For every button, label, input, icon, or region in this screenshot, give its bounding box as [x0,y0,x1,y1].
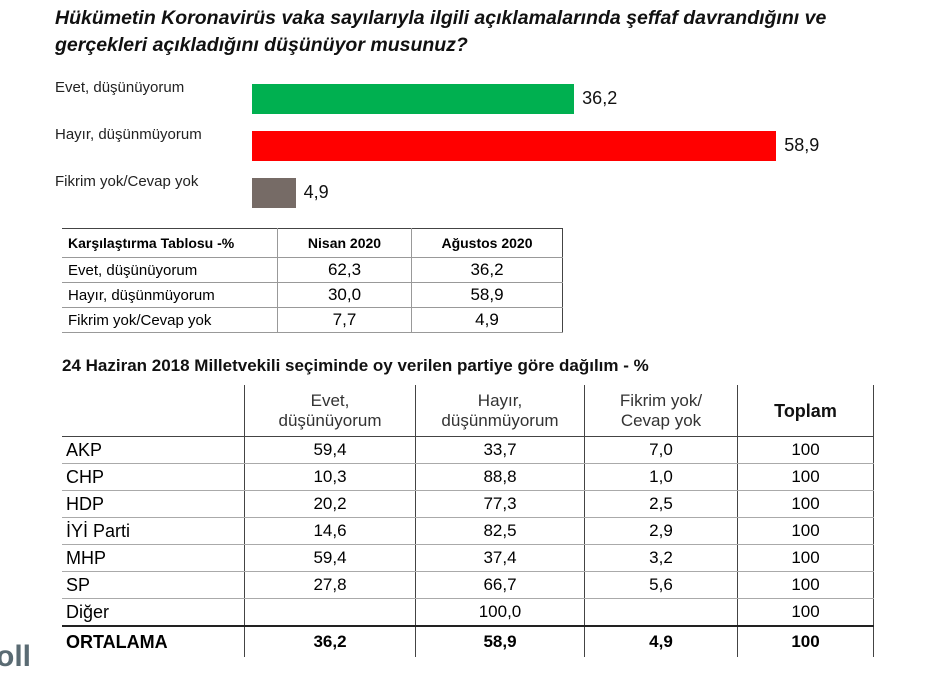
category-label: Fikrim yok/Cevap yok [55,173,199,190]
cell: 100,0 [415,598,585,627]
party-table: Evet, düşünüyorum Hayır, düşünmüyorum Fikr… [62,385,874,657]
category-label: Hayır, düşünmüyorum [55,126,202,143]
cell: 2,5 [584,490,738,518]
bar [252,131,777,161]
cell [244,598,416,627]
bar [252,84,575,114]
cell: 100 [737,625,874,657]
cell: 100 [737,517,874,545]
cell: 58,9 [411,282,563,308]
cell: 100 [737,463,874,491]
header-cell: Fikrim yok/ Cevap yok [584,385,738,437]
cell: MHP [62,544,245,572]
cell: CHP [62,463,245,491]
cell: 7,7 [277,307,412,333]
cell: Hayır, düşünmüyorum [62,282,278,308]
header-cell: Evet, düşünüyorum [244,385,416,437]
cell: 88,8 [415,463,585,491]
row: Diğer 100,0 100 [62,598,874,627]
header-text: Evet, düşünüyorum [278,390,382,430]
header-cell: Toplam [737,385,874,437]
header-row: Evet, düşünüyorum Hayır, düşünmüyorum Fikr… [62,385,874,437]
chart-title: gerçekleri açıkladığını düşünüyor musunu… [55,34,468,56]
cell: 100 [737,436,874,464]
header-text: Toplam [774,400,837,421]
cell: HDP [62,490,245,518]
header-cell: Nisan 2020 [277,228,412,258]
cell: 77,3 [415,490,585,518]
row: İYİ Parti 14,6 82,5 2,9 100 [62,517,874,545]
cell: ORTALAMA [62,625,245,657]
header-cell: Hayır, düşünmüyorum [415,385,585,437]
row: AKP 59,4 33,7 7,0 100 [62,436,874,464]
cell: 2,9 [584,517,738,545]
logo: oll [0,640,31,673]
cell: 59,4 [244,544,416,572]
cell: 3,2 [584,544,738,572]
cell: 27,8 [244,571,416,599]
row: CHP 10,3 88,8 1,0 100 [62,463,874,491]
cell: 100 [737,598,874,627]
cell: 14,6 [244,517,416,545]
cell: 20,2 [244,490,416,518]
cell: 59,4 [244,436,416,464]
header-cell: Karşılaştırma Tablosu -% [62,228,278,258]
row: MHP 59,4 37,4 3,2 100 [62,544,874,572]
chart-title: Hükümetin Koronavirüs vaka sayılarıyla i… [55,7,827,29]
cell: Diğer [62,598,245,627]
cell: 100 [737,490,874,518]
cell: 36,2 [411,257,563,283]
cell: SP [62,571,245,599]
header-cell: Ağustos 2020 [411,228,563,258]
cell: 58,9 [415,625,585,657]
cell: 1,0 [584,463,738,491]
cell: 37,4 [415,544,585,572]
cell: 7,0 [584,436,738,464]
cell: 100 [737,544,874,572]
cell: İYİ Parti [62,517,245,545]
header-cell [62,385,245,437]
cell: 62,3 [277,257,412,283]
value-label: 4,9 [303,182,329,202]
cell: 66,7 [415,571,585,599]
cell: 33,7 [415,436,585,464]
cell [584,598,738,627]
bar [252,178,296,208]
row: Evet, düşünüyorum 62,3 36,2 [62,257,563,283]
table-title: 24 Haziran 2018 Milletvekili seçiminde o… [62,356,649,375]
header-row: Karşılaştırma Tablosu -% Nisan 2020 Ağusto… [62,228,563,258]
row: ORTALAMA 36,2 58,9 4,9 100 [62,625,874,657]
cell: 10,3 [244,463,416,491]
cell: 36,2 [244,625,416,657]
cell: 100 [737,571,874,599]
row: HDP 20,2 77,3 2,5 100 [62,490,874,518]
value-label: 36,2 [582,88,618,108]
cell: 5,6 [584,571,738,599]
cell: AKP [62,436,245,464]
cell: Fikrim yok/Cevap yok [62,307,278,333]
comparison-table: Karşılaştırma Tablosu -% Nisan 2020 Ağusto… [62,228,563,333]
header-text: Fikrim yok/ Cevap yok [619,390,703,430]
row: Hayır, düşünmüyorum 30,0 58,9 [62,282,563,308]
header-text: Hayır, düşünmüyorum [441,390,559,430]
row: SP 27,8 66,7 5,6 100 [62,571,874,599]
row: Fikrim yok/Cevap yok 7,7 4,9 [62,307,563,333]
cell: 4,9 [584,625,738,657]
cell: Evet, düşünüyorum [62,257,278,283]
value-label: 58,9 [784,135,820,155]
cell: 30,0 [277,282,412,308]
cell: 82,5 [415,517,585,545]
cell: 4,9 [411,307,563,333]
category-label: Evet, düşünüyorum [55,79,185,96]
